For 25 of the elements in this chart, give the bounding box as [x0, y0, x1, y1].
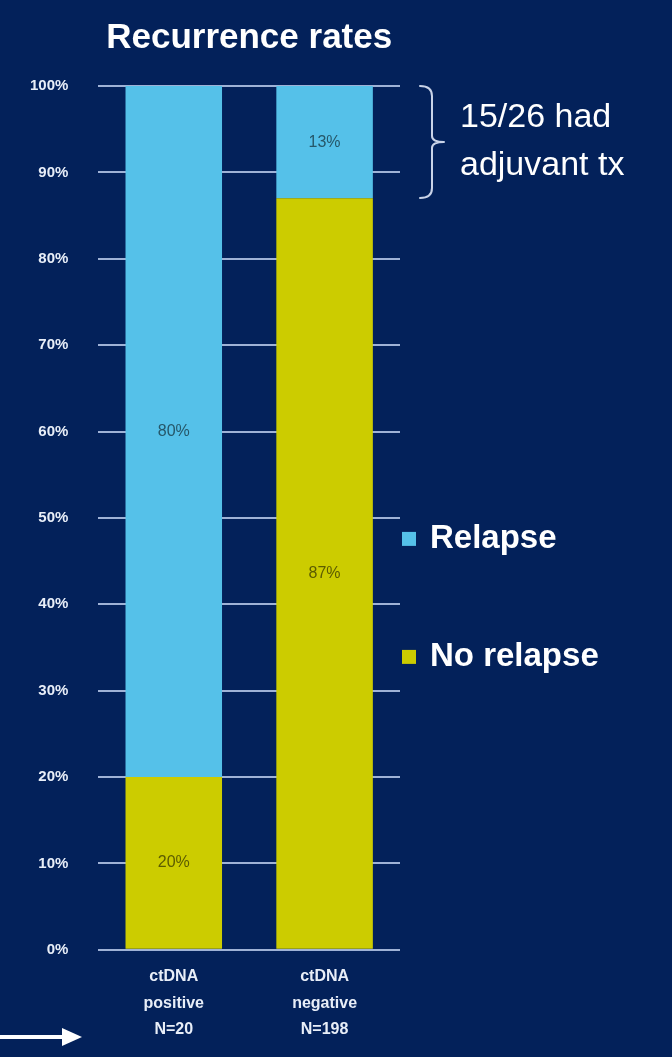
y-tick-label: 80% [38, 248, 69, 266]
x-tick-label: ctDNA negative N=198 [292, 967, 358, 1038]
y-tick-label: 90% [38, 162, 69, 180]
y-tick-label: 10% [38, 853, 69, 871]
data-label: 20% [157, 853, 190, 871]
data-label: 87% [308, 563, 341, 581]
bar [276, 86, 373, 199]
legend-label: No relapse [430, 635, 599, 673]
y-tick-label: 60% [38, 421, 69, 439]
y-tick-label: 40% [38, 594, 69, 612]
x-tick-label: ctDNA positive N=20 [143, 967, 205, 1038]
bar [276, 198, 373, 949]
legend-label: Relapse [430, 517, 557, 555]
chart-title: Recurrence rates [106, 15, 393, 55]
y-tick-label: 30% [38, 680, 69, 698]
y-tick-label: 0% [46, 939, 69, 957]
text: 15/26 had adjuvant tx [460, 96, 625, 183]
y-tick-label: 100% [29, 76, 69, 94]
data-label: 13% [308, 132, 341, 150]
bar [125, 777, 223, 949]
y-tick-label: 50% [38, 508, 69, 526]
bar [125, 86, 223, 778]
data-label: 80% [157, 421, 190, 439]
y-tick-label: 20% [38, 767, 69, 785]
y-tick-label: 70% [38, 335, 69, 353]
